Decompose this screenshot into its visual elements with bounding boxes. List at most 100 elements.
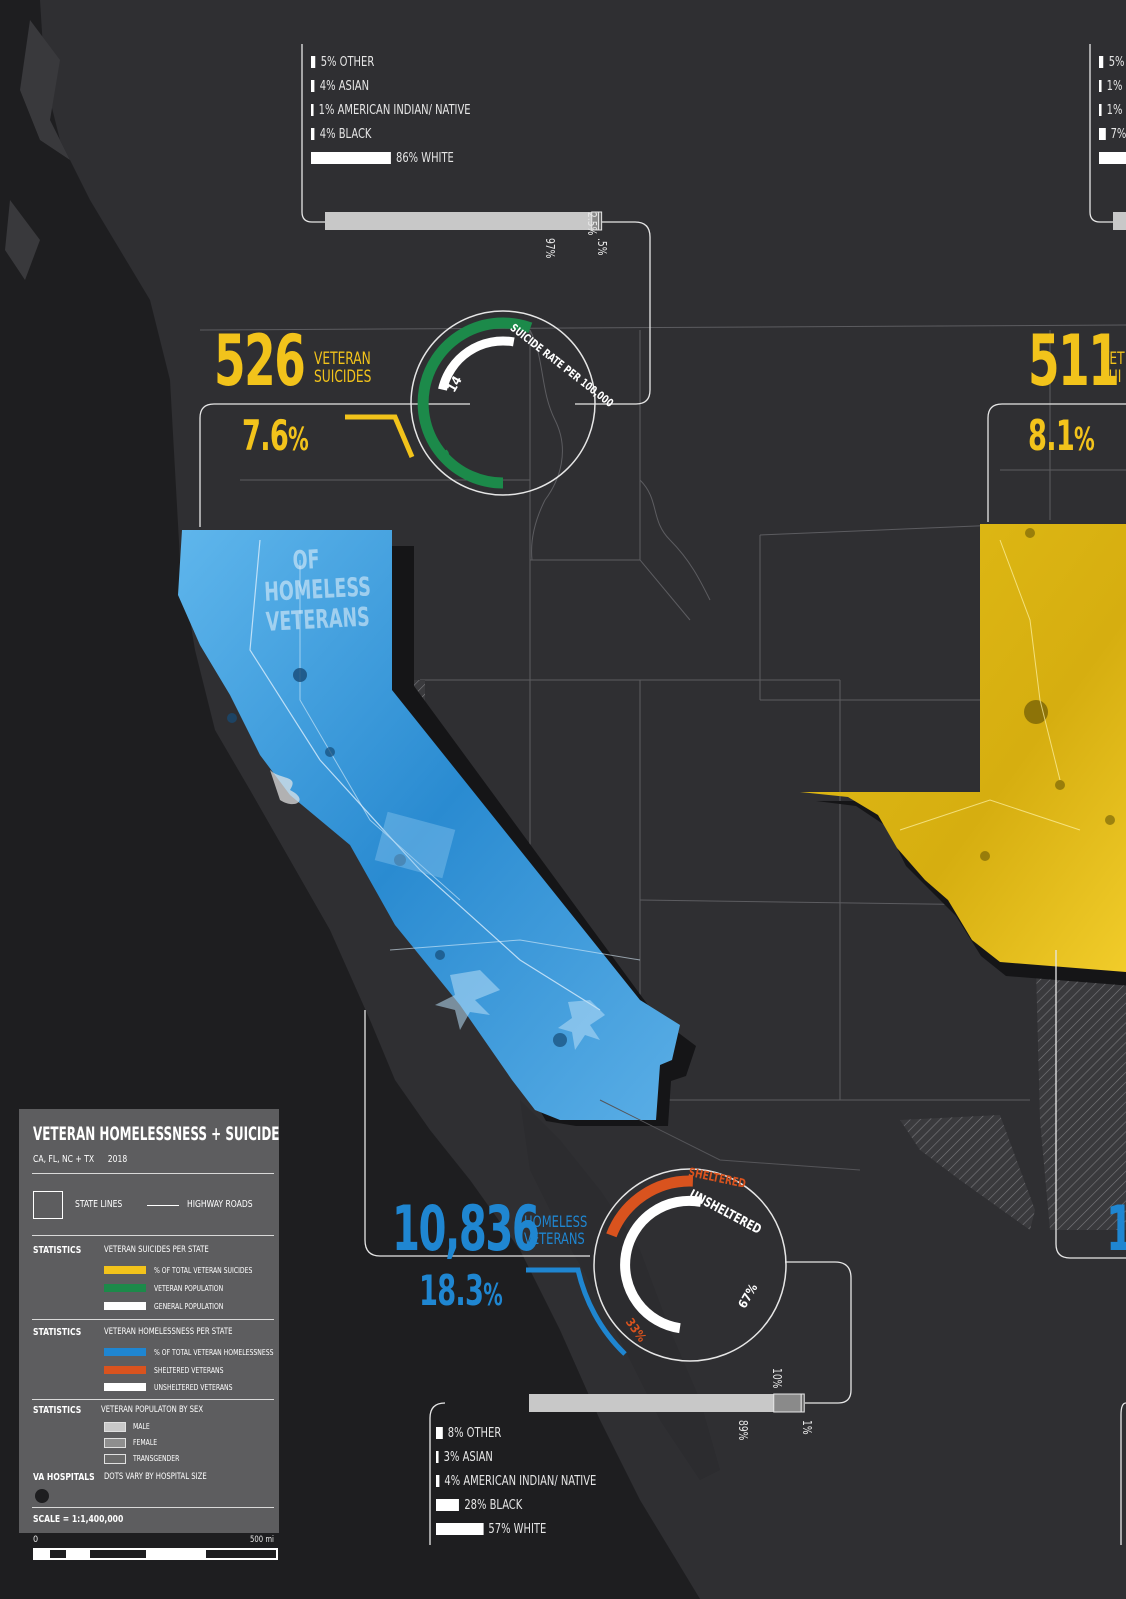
legend-subtitle: CA, FL, NC + TX 2018 (33, 1155, 127, 1165)
baja-peninsula (520, 1100, 720, 1480)
ca-homeless-share-unit: % (483, 1278, 503, 1313)
legend-state-lines-swatch (33, 1191, 63, 1219)
legend-s3-swatch-2 (104, 1454, 126, 1464)
legend-divider-1 (32, 1173, 274, 1174)
scale-start-label: 0 (33, 1535, 39, 1545)
river-border (529, 329, 563, 561)
texas-shape (800, 524, 1126, 986)
legend-s3-title: VETERAN POPULATON BY SEX (101, 1405, 204, 1415)
ca-top-eth-label-4: 86% WHITE (396, 150, 454, 166)
tx-top-eth-2: 1% (1099, 101, 1122, 119)
ca-shelter-gauge (593, 1168, 787, 1362)
legend-s3-item-1: FEMALE (133, 1438, 158, 1447)
ca-bot-eth-bar-1 (436, 1451, 439, 1463)
tx-suicide-label: VET SUI (1101, 350, 1125, 386)
scale-bar (33, 1548, 278, 1560)
legend-s3-item-2: TRANSGENDER (133, 1454, 180, 1463)
ca-top-eth-4: 86% WHITE (311, 149, 454, 167)
scale-bar-seg-1 (50, 1550, 66, 1558)
tx-suicide-share-unit: % (1074, 420, 1095, 458)
land-mass (40, 0, 1126, 1599)
legend-s2-item-2: UNSHELTERED VETERANS (154, 1383, 233, 1392)
legend-s1-swatch-2 (104, 1302, 146, 1310)
ca-top-sex-bar (325, 211, 603, 231)
ca-homeless-connector (526, 1267, 627, 1356)
ca-bot-eth-label-2: 4% AMERICAN INDIAN/ NATIVE (444, 1473, 597, 1489)
ca-top-eth-bar-1 (311, 80, 315, 92)
ca-suicide-count: 526 (214, 320, 306, 402)
ca-photo-text-3: VETERANS (265, 602, 371, 638)
legend-s3-swatch-0 (104, 1422, 126, 1432)
legend-highway-label: HIGHWAY ROADS (187, 1199, 253, 1210)
tx-top-eth-1: 1% (1099, 77, 1122, 95)
legend-states: CA, FL, NC + TX (33, 1154, 95, 1165)
legend-divider-5 (32, 1507, 274, 1508)
legend-divider-4 (32, 1399, 274, 1400)
ca-bot-eth-label-4: 57% WHITE (488, 1521, 547, 1537)
ca-top-eth-3: 4% BLACK (311, 125, 371, 143)
ca-top-male-label: 97% (543, 238, 557, 259)
legend-va-dot-icon (35, 1489, 49, 1503)
legend-s2-swatch-1 (104, 1366, 146, 1374)
tx-suicide-label-1: VET (1101, 349, 1125, 369)
ca-homeless-count: 10,836 (392, 1192, 540, 1265)
tx-top-eth-bar-1 (1099, 80, 1102, 92)
ca-top-eth-bar-0 (311, 56, 316, 68)
ca-top-eth-label-1: 4% ASIAN (319, 78, 370, 94)
legend-s1-heading: STATISTICS (33, 1245, 82, 1256)
ca-bot-eth-0: 8% OTHER (436, 1424, 501, 1442)
ca-top-eth-bar-2 (311, 104, 314, 116)
ca-bot-eth-label-1: 3% ASIAN (443, 1449, 493, 1465)
legend-s1-item-2: GENERAL POPULATION (154, 1302, 224, 1311)
coastal-islands (5, 20, 70, 280)
legend-va-heading: VA HOSPITALS (33, 1472, 95, 1483)
tx-suicide-count: 511 (1028, 320, 1120, 402)
scale-bar-seg-3 (206, 1550, 276, 1558)
tx-top-eth-bar-3 (1099, 128, 1106, 140)
ca-bot-male-label: 89% (736, 1420, 750, 1441)
ca-bot-female-label: 10% (770, 1368, 784, 1389)
ca-top-eth-0: 5% OTHER (311, 53, 374, 71)
ca-suicide-label-1: VETERAN (314, 349, 371, 369)
ca-bot-eth-3: 28% BLACK (436, 1496, 522, 1514)
ca-homeless-label-2: VETERANS (524, 1229, 585, 1248)
ca-top-eth-label-2: 1% AMERICAN INDIAN/ NATIVE (318, 102, 471, 118)
hatched-region-mexico (900, 1115, 1035, 1230)
legend-s2-swatch-0 (104, 1348, 146, 1356)
hatched-region-east (1035, 930, 1126, 1230)
tx-top-eth-label-3: 7% (1110, 126, 1126, 142)
legend-s3-swatch-1 (104, 1438, 126, 1448)
river-border-2 (639, 479, 711, 601)
ca-top-eth-bar-4 (311, 152, 391, 164)
tx-top-eth-bar-4 (1099, 152, 1126, 164)
tx-top-eth-4 (1099, 149, 1126, 167)
ca-homeless-label-1: HOMELESS (524, 1212, 588, 1231)
ca-suicide-share-value: 7.6 (242, 411, 289, 460)
tx-sex-bar (1113, 212, 1126, 230)
ca-suicide-label-2: SUICIDES (314, 367, 372, 387)
tx-top-eth-3: 7% (1099, 125, 1126, 143)
ca-photo-text: OF HOMELESS VETERANS (262, 542, 373, 638)
ca-suicide-share-unit: % (288, 420, 309, 458)
legend-s2-item-0: % OF TOTAL VETERAN HOMELESSNESS (154, 1348, 274, 1357)
ca-top-female-label: 2.5% (585, 212, 599, 236)
ca-top-eth-1: 4% ASIAN (311, 77, 369, 95)
tx-top-eth-label-0: 5% (1108, 54, 1125, 70)
legend-s3-item-0: MALE (133, 1422, 150, 1431)
legend-highway-swatch (147, 1205, 179, 1206)
legend-s1-title: VETERAN SUICIDES PER STATE (104, 1245, 209, 1255)
legend-s2-item-1: SHELTERED VETERANS (154, 1366, 224, 1375)
legend-s2-title: VETERAN HOMELESSNESS PER STATE (104, 1327, 233, 1337)
tx-suicide-label-2: SUI (1101, 367, 1122, 387)
ca-bot-eth-label-0: 8% OTHER (447, 1425, 502, 1441)
legend-year: 2018 (107, 1154, 128, 1165)
ca-top-eth-label-0: 5% OTHER (320, 54, 375, 70)
legend-state-lines-label: STATE LINES (75, 1199, 123, 1210)
ca-bot-eth-label-3: 28% BLACK (464, 1497, 523, 1513)
ca-bot-eth-2: 4% AMERICAN INDIAN/ NATIVE (436, 1472, 596, 1490)
legend-s1-swatch-1 (104, 1284, 146, 1292)
legend-title: VETERAN HOMELESSNESS + SUICIDE (33, 1123, 280, 1145)
ca-suicide-label: VETERAN SUICIDES (314, 350, 371, 386)
